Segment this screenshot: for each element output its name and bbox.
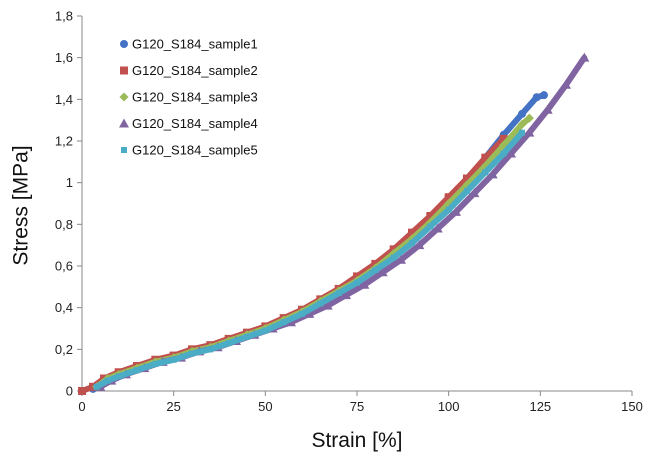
data-point: [481, 153, 490, 162]
data-point: [396, 254, 406, 264]
data-point: [134, 367, 140, 374]
data-point: [377, 267, 388, 277]
legend-label: G120_S184_sample1: [132, 37, 258, 52]
legend-marker: [121, 147, 127, 153]
legend-item-sample4: G120_S184_sample4: [119, 116, 258, 131]
data-point: [299, 310, 305, 317]
legend-item-sample1: G120_S184_sample1: [120, 37, 258, 52]
data-point: [519, 129, 525, 136]
legend-label: G120_S184_sample5: [132, 143, 258, 158]
data-point: [341, 290, 351, 300]
axes: 0 0,2 0,4 0,6 0,8 1 1,2 1,4 1,6 1,8 0 25 50 75 100 125 1…: [55, 9, 643, 415]
data-point: [390, 254, 397, 261]
data-point: [463, 174, 471, 183]
data-point: [317, 300, 324, 307]
data-point: [426, 212, 435, 220]
legend: G120_S184_sample1 G120_S184_sample2 G120_S…: [119, 37, 258, 158]
legend-item-sample5: G120_S184_sample5: [121, 143, 258, 158]
data-point: [335, 290, 342, 297]
data-point: [104, 377, 111, 384]
series-5: [93, 129, 525, 390]
data-point: [152, 360, 159, 367]
series-layer: [78, 52, 590, 395]
data-point: [207, 346, 214, 353]
x-tick-label: 125: [529, 399, 551, 414]
data-point: [280, 319, 287, 326]
y-tick-label: 1,4: [55, 92, 73, 107]
legend-label: G120_S184_sample3: [132, 90, 258, 105]
x-tick-label: 75: [350, 399, 364, 414]
data-point: [78, 387, 86, 395]
legend-item-sample3: G120_S184_sample3: [119, 90, 258, 105]
data-point: [372, 267, 379, 274]
data-point: [354, 279, 360, 286]
data-point: [542, 104, 553, 114]
y-tick-label: 1,6: [55, 50, 73, 65]
data-point: [561, 79, 571, 89]
data-point: [500, 150, 507, 157]
data-point: [482, 169, 489, 176]
data-point: [579, 52, 590, 62]
y-tick-label: 0,6: [55, 259, 73, 274]
data-point: [517, 119, 527, 129]
data-point: [427, 223, 434, 230]
data-point: [487, 169, 498, 179]
x-tick-label: 50: [258, 399, 272, 414]
data-point: [408, 228, 416, 237]
data-point: [444, 193, 453, 202]
data-point: [506, 148, 516, 158]
data-point: [189, 350, 195, 357]
data-point: [414, 240, 425, 250]
data-point: [445, 206, 452, 213]
data-point: [524, 127, 535, 137]
legend-marker: [119, 92, 129, 102]
x-tick-label: 0: [78, 399, 85, 414]
x-tick-label: 150: [621, 399, 643, 414]
data-point: [262, 327, 269, 334]
y-tick-label: 0,8: [55, 217, 73, 232]
data-point: [359, 279, 370, 289]
legend-label: G120_S184_sample2: [132, 63, 258, 78]
y-tick-label: 1,2: [55, 134, 73, 149]
legend-label: G120_S184_sample4: [132, 116, 258, 131]
data-point: [304, 308, 315, 318]
legend-item-sample2: G120_S184_sample2: [120, 63, 258, 78]
legend-marker: [120, 40, 128, 48]
data-point: [518, 109, 526, 118]
y-tick-label: 0,2: [55, 342, 73, 357]
data-point: [93, 383, 100, 390]
y-axis-title: Stress [MPa]: [10, 145, 33, 265]
data-point: [225, 340, 232, 347]
y-tick-label: 0,4: [55, 300, 73, 315]
data-point: [499, 134, 508, 143]
data-point: [432, 223, 443, 233]
data-point: [322, 300, 333, 310]
data-point: [464, 188, 470, 194]
legend-marker: [119, 118, 129, 128]
x-axis-title: Strain [%]: [311, 429, 402, 452]
x-tick-label: 100: [438, 399, 460, 414]
data-point: [409, 240, 415, 247]
data-point: [244, 333, 250, 340]
data-point: [469, 188, 480, 198]
data-point: [115, 373, 122, 380]
y-tick-label: 1: [66, 175, 73, 190]
data-point: [170, 356, 177, 363]
data-point: [532, 93, 541, 102]
data-point: [540, 91, 548, 100]
y-tick-label: 1,8: [55, 9, 73, 24]
y-tick-label: 0: [66, 384, 73, 399]
data-point: [451, 206, 461, 216]
x-tick-label: 25: [166, 399, 180, 414]
data-point: [524, 113, 534, 123]
legend-marker: [120, 66, 128, 75]
